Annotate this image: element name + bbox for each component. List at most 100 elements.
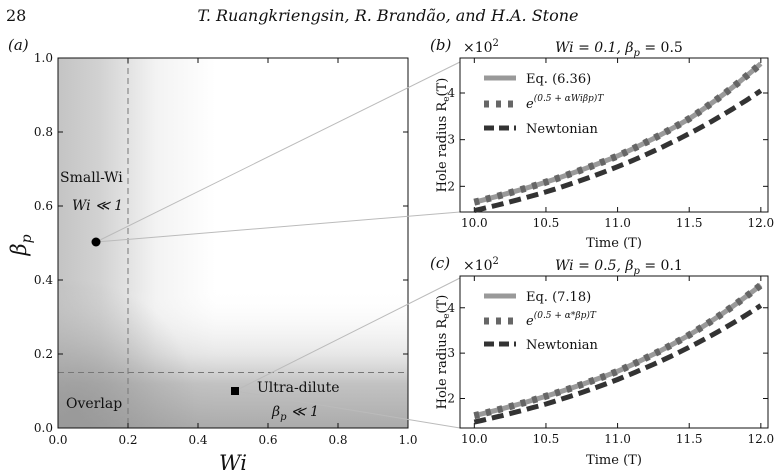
c-xtick-label: 10.0 bbox=[461, 432, 488, 446]
connector-b-upper bbox=[95, 61, 461, 243]
a-ytick-label: 0.4 bbox=[34, 273, 53, 287]
panel-b-title-main: Wi = 0.1, β bbox=[555, 40, 634, 56]
b-ytick-label: 4 bbox=[447, 86, 455, 100]
legend-b-item-3: Newtonian bbox=[526, 122, 599, 137]
panel-c-ylabel-tail: (T) bbox=[435, 295, 450, 314]
panel-c-legend: Eq. (7.18) e(0.5 + α*βp)T Newtonian bbox=[484, 290, 599, 353]
c-dashed-curve bbox=[473, 303, 763, 425]
beta-symbol: β bbox=[7, 243, 31, 256]
ultra-dilute-beta: β bbox=[271, 404, 280, 420]
legend-b-item-2-exp: (0.5 + αWiβp)T bbox=[534, 93, 605, 104]
panel-c-title-tail: = 0.1 bbox=[640, 258, 683, 274]
panel-a-xlabel: Wi bbox=[219, 451, 247, 474]
panel-c-plot: 10.0 10.5 11.0 11.5 12.0 2 3 4 bbox=[447, 275, 774, 446]
b-dashed-curve bbox=[473, 88, 763, 214]
c-xtick-label: 11.5 bbox=[676, 432, 703, 446]
overlap-label: Overlap bbox=[66, 396, 122, 412]
panel-b-legend: Eq. (6.36) e(0.5 + αWiβp)T Newtonian bbox=[484, 72, 604, 137]
panel-b-frame bbox=[459, 57, 769, 213]
legend-b-item-2: e(0.5 + αWiβp)T bbox=[526, 93, 604, 112]
svg-text:Hole radius Re(T): Hole radius Re(T) bbox=[435, 78, 452, 193]
ultra-dilute-beta-sub: p bbox=[280, 412, 287, 423]
panel-c-multiplier: ×102 bbox=[463, 256, 499, 274]
panel-a-plot: 0.0 0.2 0.4 0.6 0.8 1.0 0.0 0.2 0.4 0.6 0.8 1.0 bbox=[34, 51, 418, 447]
panel-b-ylabel-sub: e bbox=[442, 96, 452, 101]
panel-b-multiplier-base: ×10 bbox=[463, 40, 493, 56]
panel-b-multiplier-exp: 2 bbox=[493, 38, 499, 49]
panel-c-x-ticks: 10.0 10.5 11.0 11.5 12.0 bbox=[461, 276, 774, 446]
svg-text:Hole radius Re(T): Hole radius Re(T) bbox=[435, 295, 452, 410]
panel-c-ylabel-main: Hole radius R bbox=[435, 318, 450, 410]
panel-b-ylabel-tail: (T) bbox=[435, 78, 450, 97]
point-ultra-dilute bbox=[231, 387, 239, 395]
b-ytick-label: 2 bbox=[447, 179, 455, 193]
beta-subscript: p bbox=[19, 234, 35, 243]
a-xtick-label: 0.2 bbox=[118, 433, 137, 447]
connector-c-lower bbox=[234, 390, 461, 429]
connector-c-upper bbox=[234, 277, 461, 392]
running-header: T. Ruangkriengsin, R. Brandão, and H.A. … bbox=[197, 6, 579, 25]
panel-c-multiplier-exp: 2 bbox=[493, 256, 499, 267]
c-xtick-label: 11.0 bbox=[604, 432, 631, 446]
c-ytick-label: 4 bbox=[447, 301, 455, 315]
panel-a-background-corner bbox=[58, 58, 408, 428]
ultra-dilute-condition: βp ≪ 1 bbox=[271, 404, 319, 423]
panel-b-xlabel: Time (T) bbox=[586, 236, 642, 251]
panel-c-title: Wi = 0.5, βp = 0.1 bbox=[555, 258, 683, 277]
panel-b-x-ticks: 10.0 10.5 11.0 11.5 12.0 bbox=[461, 58, 774, 230]
c-dotted-curve bbox=[473, 282, 763, 420]
panel-c-ylabel-sub: e bbox=[442, 313, 452, 318]
panel-c-title-main: Wi = 0.5, β bbox=[555, 258, 634, 274]
legend-c-item-2: e(0.5 + α*βp)T bbox=[526, 310, 597, 329]
legend-b-item-2-base: e bbox=[526, 97, 534, 112]
panel-c-ylabel: Hole radius Re(T) bbox=[435, 295, 452, 410]
b-xtick-label: 10.0 bbox=[461, 216, 488, 230]
legend-c-item-2-exp: (0.5 + α*βp)T bbox=[534, 310, 597, 321]
panel-b-y-ticks: 2 3 4 bbox=[447, 86, 768, 193]
panel-a-label: (a) bbox=[8, 36, 29, 54]
c-ytick-label: 2 bbox=[447, 392, 455, 406]
a-xtick-label: 0.6 bbox=[258, 433, 277, 447]
svg-text:βp: βp bbox=[7, 234, 35, 256]
panel-b-ylabel-main: Hole radius R bbox=[435, 101, 450, 193]
panel-c-series bbox=[473, 282, 763, 425]
panel-b-title-tail: = 0.5 bbox=[640, 40, 683, 56]
panel-b-title: Wi = 0.1, βp = 0.5 bbox=[555, 40, 683, 59]
small-wi-condition: Wi ≪ 1 bbox=[72, 198, 123, 214]
a-xtick-label: 0.8 bbox=[328, 433, 347, 447]
legend-b-item-1: Eq. (6.36) bbox=[526, 72, 591, 87]
a-xtick-label: 0.4 bbox=[188, 433, 207, 447]
panel-b-ylabel: Hole radius Re(T) bbox=[435, 78, 452, 193]
panel-c-label: (c) bbox=[430, 254, 450, 272]
b-xtick-label: 11.0 bbox=[604, 216, 631, 230]
c-xtick-label: 10.5 bbox=[533, 432, 560, 446]
panel-b-plot: 10.0 10.5 11.0 11.5 12.0 2 3 4 bbox=[447, 57, 774, 230]
panel-c-title-sub: p bbox=[634, 266, 641, 277]
legend-c-item-2-base: e bbox=[526, 314, 534, 329]
legend-c-item-3: Newtonian bbox=[526, 338, 599, 353]
ultra-dilute-tail: ≪ 1 bbox=[287, 404, 319, 420]
legend-c-item-1: Eq. (7.18) bbox=[526, 290, 591, 305]
panel-a-y-ticks: 0.0 0.2 0.4 0.6 0.8 1.0 bbox=[34, 51, 408, 435]
panel-b-series bbox=[473, 60, 764, 214]
panel-c-y-ticks: 2 3 4 bbox=[447, 301, 768, 406]
a-ytick-label: 0.2 bbox=[34, 347, 53, 361]
a-ytick-label: 0.8 bbox=[34, 125, 53, 139]
small-wi-label: Small-Wi bbox=[60, 170, 123, 186]
ultra-dilute-label: Ultra-dilute bbox=[257, 380, 340, 396]
panel-c-xlabel: Time (T) bbox=[586, 453, 642, 468]
b-xtick-label: 10.5 bbox=[533, 216, 560, 230]
a-xtick-label: 0.0 bbox=[48, 433, 67, 447]
b-xtick-label: 11.5 bbox=[676, 216, 703, 230]
panel-c-multiplier-base: ×10 bbox=[463, 258, 493, 274]
point-small-wi bbox=[91, 237, 101, 247]
connector-b-lower bbox=[95, 211, 461, 243]
a-ytick-label: 0.6 bbox=[34, 199, 53, 213]
a-xtick-label: 1.0 bbox=[398, 433, 417, 447]
b-ytick-label: 3 bbox=[447, 133, 455, 147]
b-dotted-curve bbox=[473, 60, 764, 206]
c-xtick-label: 12.0 bbox=[747, 432, 774, 446]
page-number: 28 bbox=[6, 6, 27, 25]
b-xtick-label: 12.0 bbox=[747, 216, 774, 230]
panel-a-ylabel: βp bbox=[7, 234, 35, 256]
